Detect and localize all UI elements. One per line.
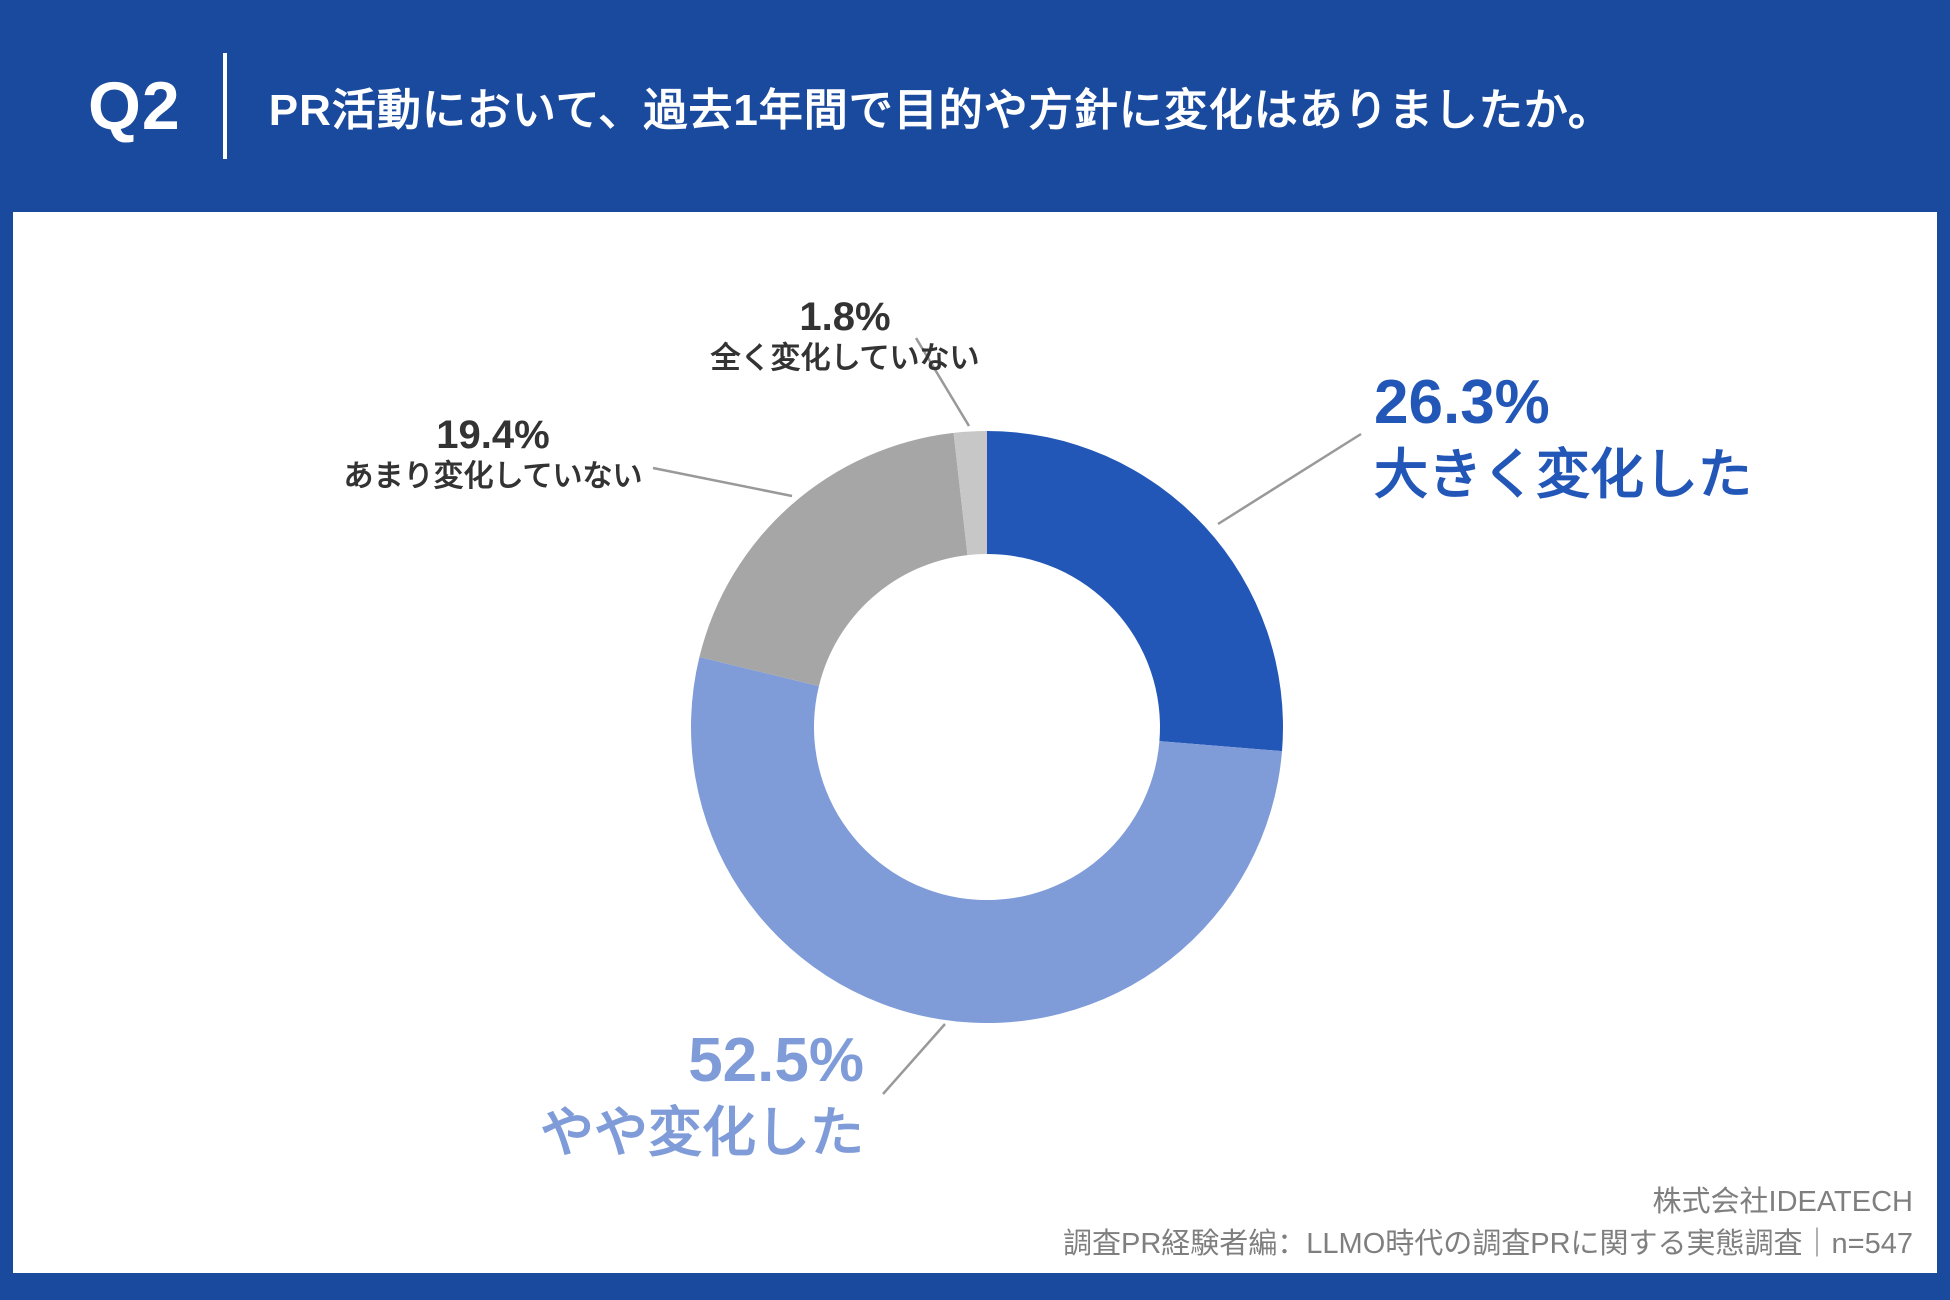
footer-company: 株式会社IDEATECH (1652, 1185, 1913, 1218)
header-divider (222, 53, 227, 159)
callout-no-change-label: 全く変化していない (710, 342, 980, 375)
header: Q2 PR活動において、過去1年間で目的や方針に変化はありましたか。 (0, 0, 1950, 212)
callout-no-change: 1.8% 全く変化していない (710, 294, 979, 378)
callout-major-change: 26.3% 大きく変化した (1374, 368, 1752, 506)
donut-chart (652, 337, 1362, 1095)
donut-segments (690, 431, 1283, 1024)
callout-some-change-label: やや変化した (540, 1103, 864, 1163)
callout-major-change-label: 大きく変化した (1374, 445, 1752, 505)
footer: 株式会社IDEATECH 調査PR経験者編：LLMO時代の調査PRに関する実態調… (1063, 1181, 1913, 1265)
leader-line-some-change (882, 1023, 946, 1095)
donut-segment-no-change (953, 431, 987, 556)
chart-card: 1.8% 全く変化していない 19.4% あまり変化していない 26.3% 大き… (13, 212, 1937, 1273)
leader-line-major-change (1217, 432, 1362, 526)
question-title: PR活動において、過去1年間で目的や方針に変化はありましたか。 (268, 86, 1613, 135)
callout-little-change-percent: 19.4% (436, 413, 550, 457)
callout-some-change: 52.5% やや変化した (540, 1026, 864, 1164)
callout-major-change-percent: 26.3% (1374, 368, 1550, 437)
donut-segment-little-change (699, 432, 968, 687)
callout-little-change-label: あまり変化していない (343, 460, 643, 493)
question-number: Q2 (88, 68, 181, 144)
callout-no-change-percent: 1.8% (799, 295, 891, 339)
callout-little-change: 19.4% あまり変化していない (343, 412, 642, 496)
callout-some-change-percent: 52.5% (688, 1026, 864, 1095)
leader-line-no-change (914, 337, 971, 427)
footer-source: 調査PR経験者編：LLMO時代の調査PRに関する実態調査｜n=547 (1063, 1227, 1913, 1260)
leader-line-little-change (652, 466, 793, 498)
donut-segment-major-change (987, 431, 1283, 752)
donut-segment-some-change (690, 657, 1283, 1024)
